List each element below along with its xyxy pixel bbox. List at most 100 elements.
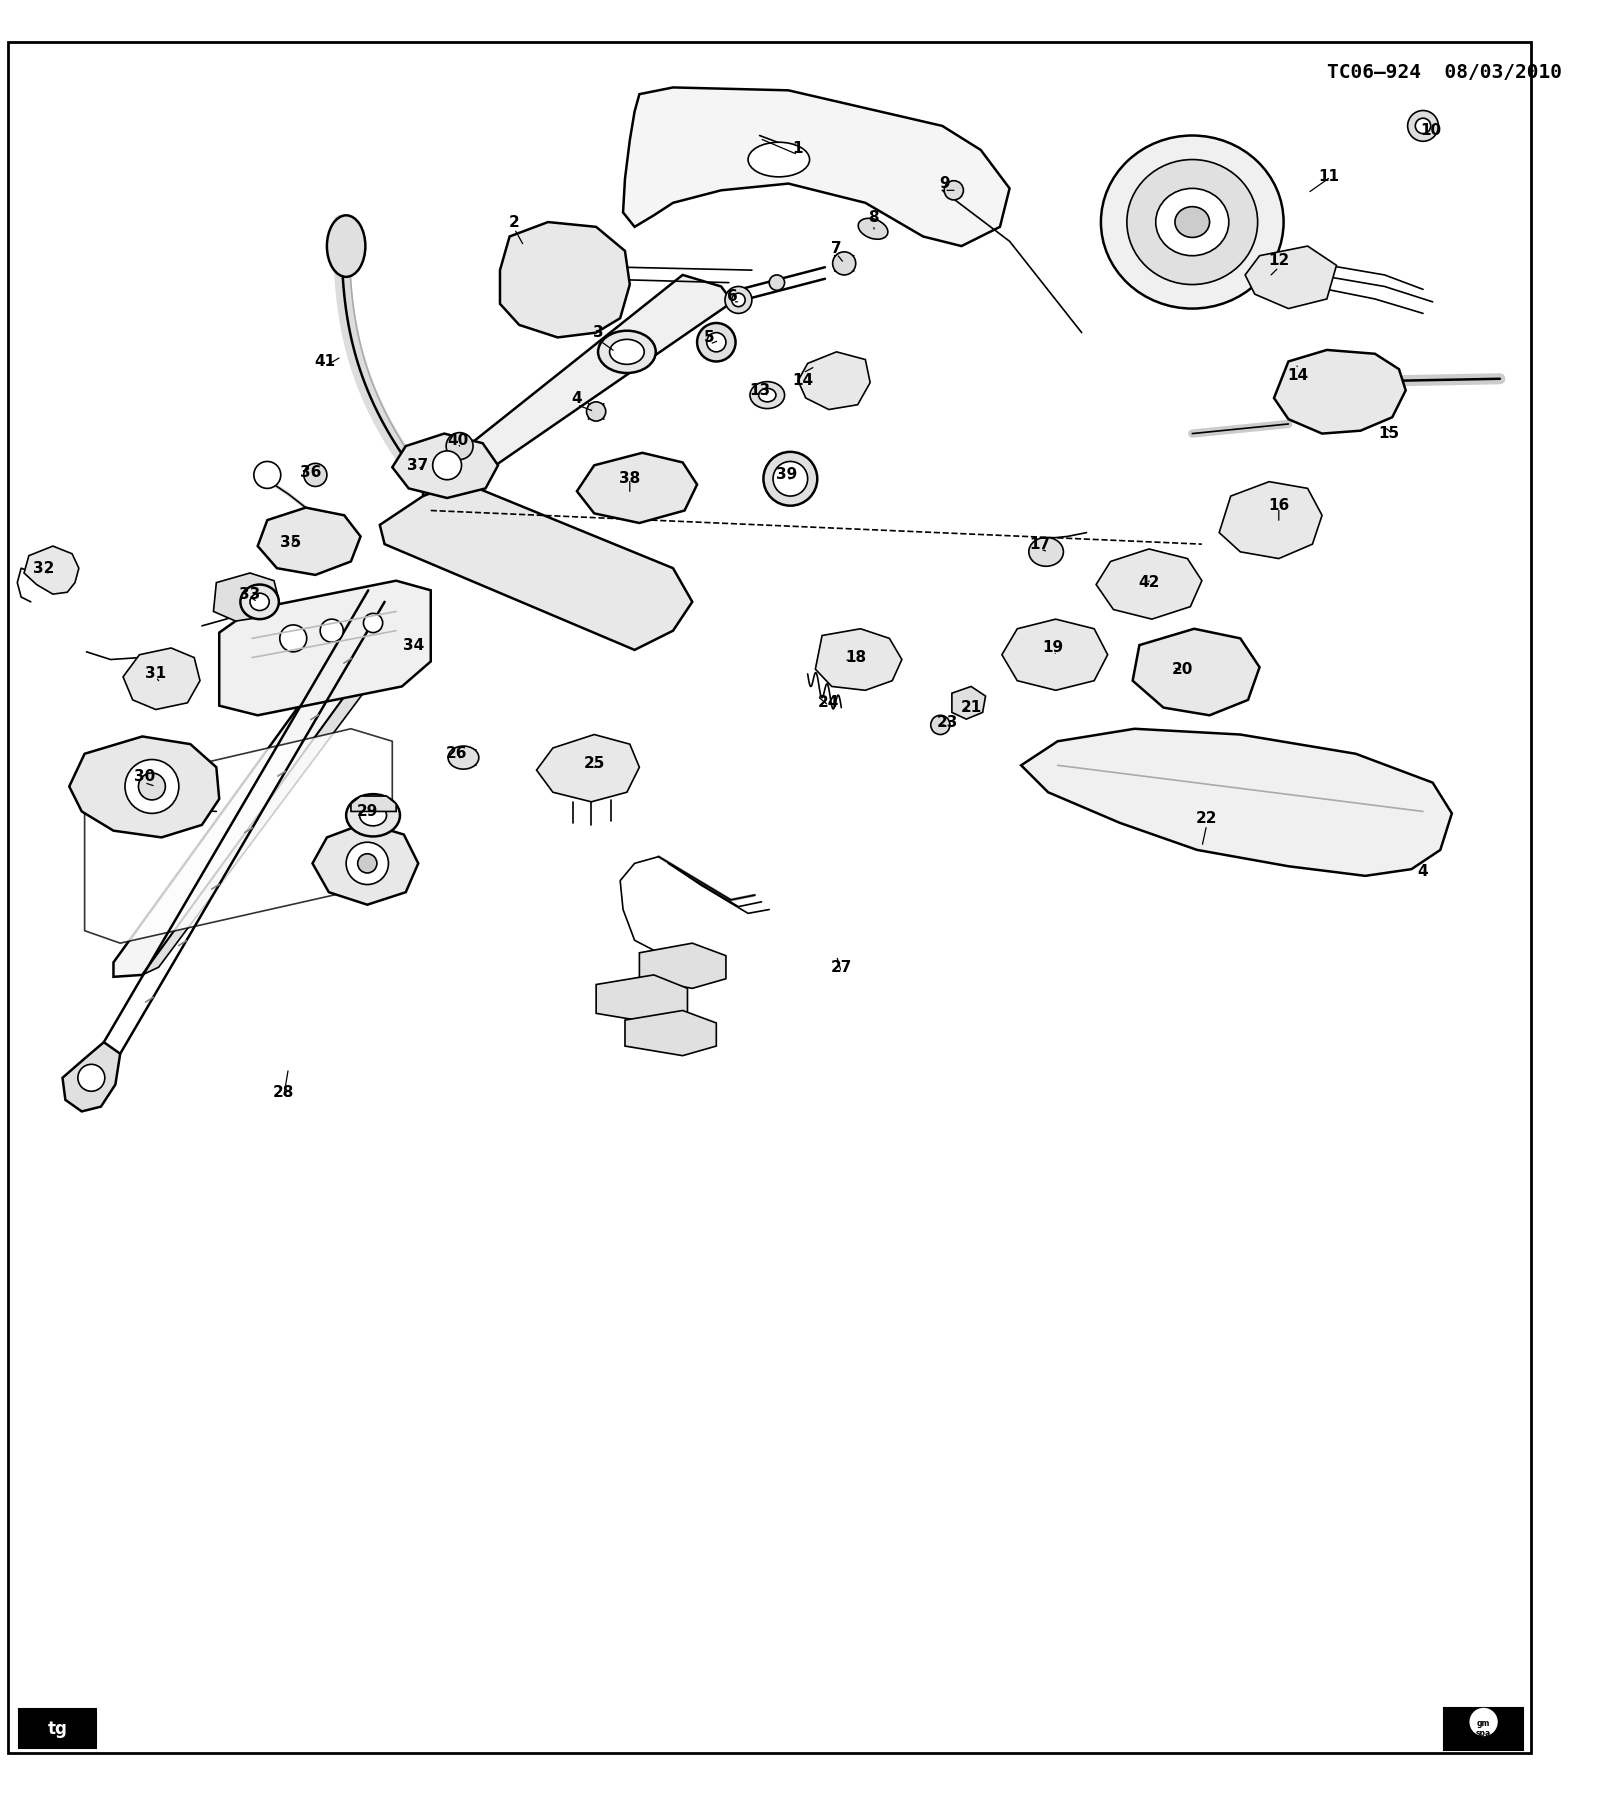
Polygon shape	[142, 601, 427, 975]
Text: 12: 12	[1269, 253, 1290, 267]
Text: 20: 20	[1171, 662, 1194, 677]
Polygon shape	[597, 975, 688, 1023]
Polygon shape	[578, 452, 698, 522]
Text: 27: 27	[830, 960, 851, 975]
Ellipse shape	[304, 463, 326, 486]
Text: 3: 3	[592, 325, 603, 339]
Ellipse shape	[1174, 206, 1210, 237]
Polygon shape	[640, 942, 726, 989]
Text: 42: 42	[1138, 574, 1160, 591]
Polygon shape	[422, 275, 733, 495]
Ellipse shape	[758, 388, 776, 402]
Text: 21: 21	[960, 700, 982, 714]
Text: TC06–924  08/03/2010: TC06–924 08/03/2010	[1326, 63, 1562, 83]
Text: 33: 33	[240, 587, 261, 601]
Text: 19: 19	[1042, 641, 1064, 655]
Ellipse shape	[858, 219, 888, 239]
Ellipse shape	[1155, 188, 1229, 255]
Text: 9: 9	[939, 176, 949, 190]
Ellipse shape	[773, 461, 808, 495]
Ellipse shape	[346, 793, 400, 836]
Polygon shape	[952, 686, 986, 720]
Polygon shape	[1219, 481, 1322, 558]
Ellipse shape	[240, 585, 278, 619]
Ellipse shape	[1408, 111, 1438, 142]
Polygon shape	[379, 481, 693, 650]
Text: 4: 4	[1418, 863, 1429, 878]
Text: 7: 7	[830, 241, 842, 255]
Polygon shape	[123, 648, 200, 709]
Polygon shape	[85, 729, 392, 942]
Ellipse shape	[363, 614, 382, 632]
Ellipse shape	[749, 142, 810, 178]
Polygon shape	[1245, 246, 1336, 309]
Ellipse shape	[360, 804, 387, 826]
Ellipse shape	[139, 774, 165, 801]
Text: 5: 5	[704, 330, 715, 345]
Polygon shape	[62, 1043, 120, 1111]
Ellipse shape	[731, 293, 746, 307]
Text: 32: 32	[32, 560, 54, 576]
Text: 16: 16	[1269, 499, 1290, 513]
Text: 35: 35	[280, 535, 301, 549]
Ellipse shape	[250, 592, 269, 610]
Ellipse shape	[725, 287, 752, 314]
Polygon shape	[816, 628, 902, 691]
Polygon shape	[536, 734, 640, 802]
Polygon shape	[392, 434, 498, 497]
Text: 24: 24	[818, 695, 840, 711]
Ellipse shape	[832, 251, 856, 275]
Text: 36: 36	[299, 465, 322, 479]
Text: 30: 30	[134, 770, 155, 784]
Text: 1: 1	[792, 140, 803, 156]
Polygon shape	[1274, 350, 1406, 434]
Text: 8: 8	[867, 210, 878, 224]
Text: 22: 22	[1195, 811, 1218, 826]
Text: 14: 14	[792, 373, 813, 388]
Polygon shape	[622, 88, 1010, 246]
Ellipse shape	[598, 330, 656, 373]
Ellipse shape	[1029, 537, 1064, 565]
Polygon shape	[798, 352, 870, 409]
Text: 31: 31	[146, 666, 166, 682]
Polygon shape	[219, 582, 430, 714]
Text: 4: 4	[571, 391, 582, 406]
Text: 10: 10	[1421, 124, 1442, 138]
Text: gm
spa: gm spa	[1475, 1720, 1491, 1738]
Ellipse shape	[280, 625, 307, 652]
Text: 38: 38	[619, 472, 640, 486]
Ellipse shape	[326, 215, 365, 276]
Text: 29: 29	[357, 804, 378, 819]
Polygon shape	[258, 508, 360, 574]
Polygon shape	[499, 223, 630, 337]
Ellipse shape	[346, 842, 389, 885]
Text: 23: 23	[936, 714, 958, 729]
Ellipse shape	[707, 332, 726, 352]
Text: 15: 15	[1379, 425, 1400, 442]
Text: 26: 26	[446, 747, 467, 761]
Text: 40: 40	[446, 433, 469, 447]
Text: tg: tg	[48, 1720, 67, 1738]
Polygon shape	[1002, 619, 1107, 691]
Ellipse shape	[770, 275, 784, 291]
Ellipse shape	[763, 452, 818, 506]
Polygon shape	[1133, 628, 1259, 714]
Ellipse shape	[1126, 160, 1258, 285]
Ellipse shape	[750, 382, 784, 409]
Polygon shape	[1096, 549, 1202, 619]
Polygon shape	[1021, 729, 1451, 876]
Text: 6: 6	[728, 289, 738, 303]
Ellipse shape	[610, 339, 645, 364]
Text: 34: 34	[403, 637, 424, 653]
Ellipse shape	[358, 854, 378, 872]
Polygon shape	[312, 822, 418, 905]
Text: 2: 2	[509, 215, 520, 230]
Ellipse shape	[448, 747, 478, 768]
Ellipse shape	[432, 451, 461, 479]
Ellipse shape	[1470, 1709, 1498, 1736]
Text: 18: 18	[845, 650, 866, 666]
Text: 37: 37	[406, 458, 427, 472]
Polygon shape	[626, 1011, 717, 1055]
Text: 17: 17	[1030, 537, 1051, 551]
Text: 25: 25	[584, 756, 605, 770]
